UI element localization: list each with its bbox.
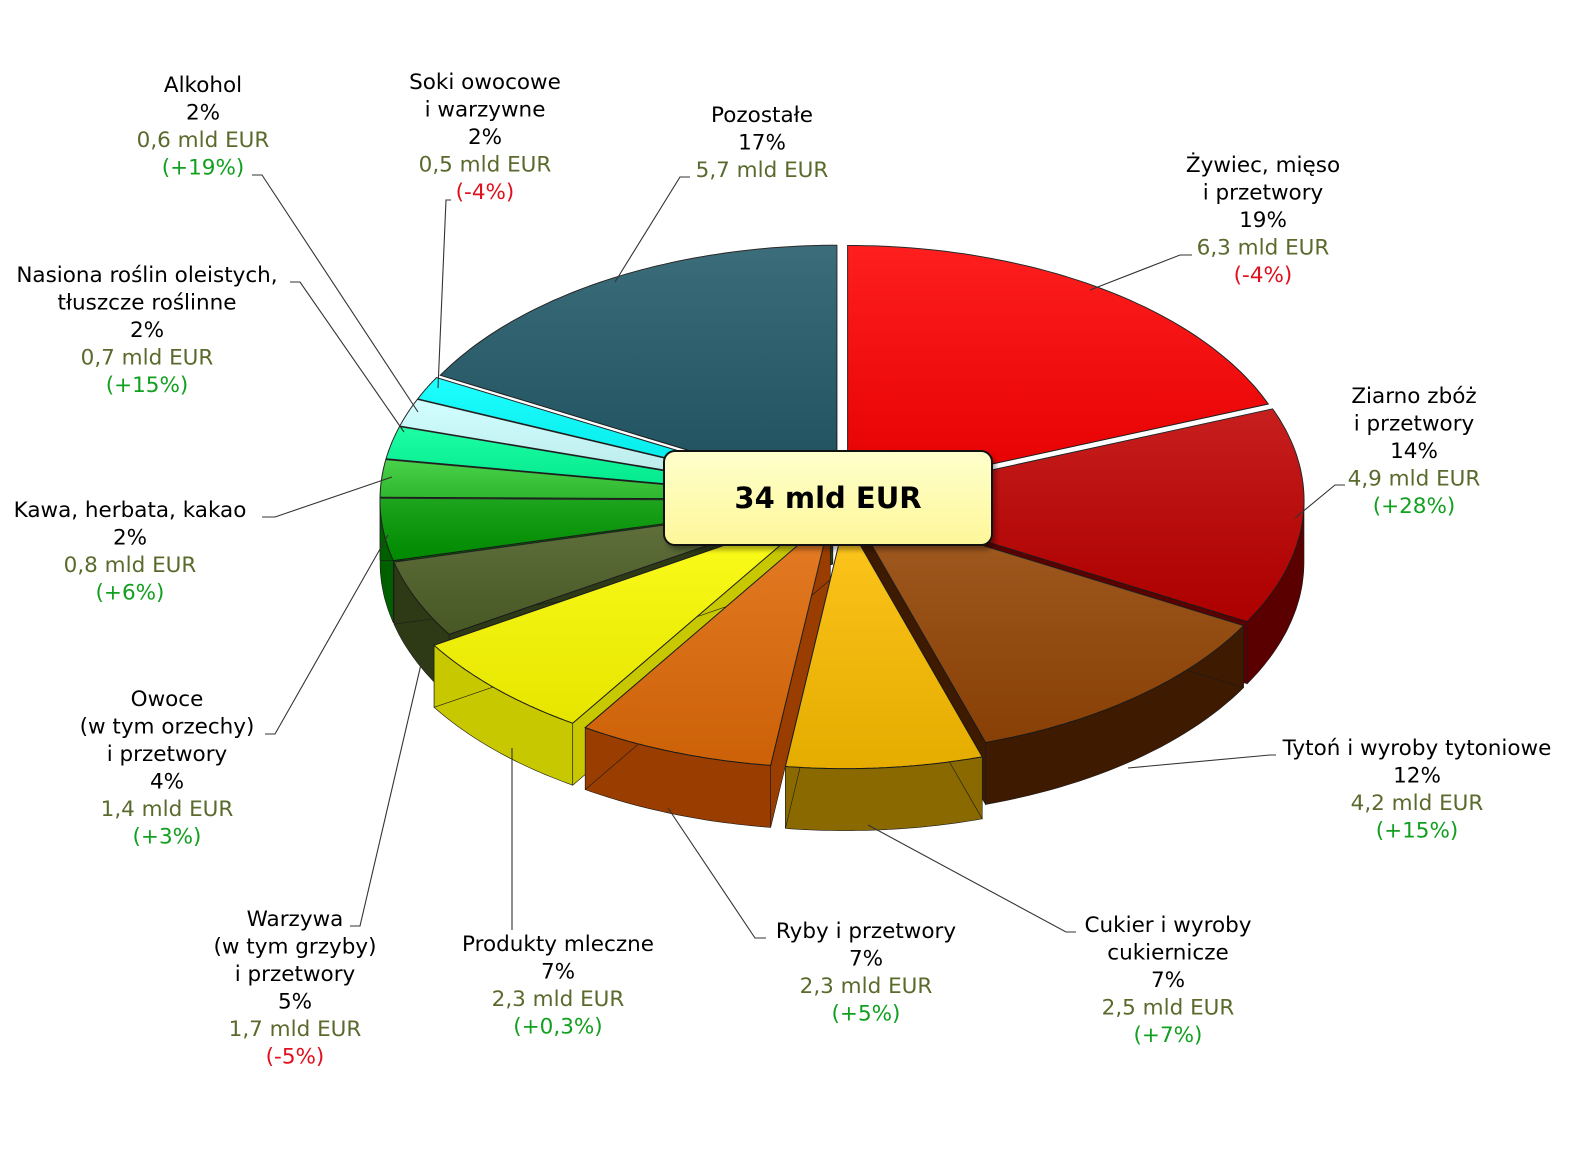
slice-name: i przetwory: [107, 742, 228, 767]
pie-slice-13: [439, 244, 838, 496]
slice-percent: 2%: [468, 125, 502, 150]
slice-value: 5,7 mld EUR: [696, 158, 829, 183]
leader-line-11: [252, 174, 419, 413]
slice-value: 0,8 mld EUR: [64, 553, 197, 578]
slice-change: (+19%): [162, 156, 245, 181]
total-value-label: 34 mld EUR: [734, 481, 922, 515]
slice-name: Owoce: [131, 687, 204, 712]
leader-line-5: [667, 807, 766, 939]
leader-line-10: [290, 281, 405, 433]
slice-name: Tytoń i wyroby tytoniowe: [1282, 736, 1552, 761]
slice-percent: 2%: [113, 526, 147, 551]
slice-value: 2,5 mld EUR: [1102, 996, 1235, 1021]
slice-value: 0,7 mld EUR: [81, 346, 214, 371]
slice-name: i przetwory: [1354, 412, 1475, 437]
pie-slice-1: [847, 245, 1270, 497]
slice-name: Ziarno zbóż: [1351, 384, 1476, 409]
slice-label-10: Nasiona roślin oleistych, tłuszcze roślin…: [16, 263, 277, 398]
leader-line-2: [1294, 484, 1345, 519]
slice-name: Pozostałe: [711, 103, 813, 128]
slice-name: Soki owocowe: [409, 70, 561, 95]
slice-value: 2,3 mld EUR: [800, 974, 933, 999]
slice-percent: 2%: [186, 101, 220, 126]
slice-name: Produkty mleczne: [462, 932, 654, 957]
slice-value: 1,4 mld EUR: [101, 797, 234, 822]
slice-percent: 7%: [541, 960, 575, 985]
slice-percent: 7%: [1151, 968, 1185, 993]
slice-name: Cukier i wyroby: [1085, 913, 1252, 938]
slice-name: Żywiec, mięso: [1186, 152, 1340, 178]
slice-label-9: Kawa, herbata, kakao 2%0,8 mld EUR (+6%): [14, 498, 247, 606]
slice-name: Warzywa: [247, 907, 344, 932]
slice-label-7: Warzywa (w tym grzyby)i przetwory 5%1,7 ml…: [214, 907, 377, 1070]
slice-percent: 19%: [1239, 208, 1287, 233]
slice-change: (+3%): [133, 825, 202, 850]
slice-label-13: Pozostałe 17%5,7 mld EUR: [696, 103, 829, 183]
total-value-box: 34 mld EUR: [663, 450, 993, 546]
slice-value: 6,3 mld EUR: [1197, 236, 1330, 261]
leader-line-9: [262, 476, 393, 518]
slice-name: Nasiona roślin oleistych,: [16, 263, 277, 288]
slice-value: 0,6 mld EUR: [137, 128, 270, 153]
slice-value: 4,9 mld EUR: [1348, 467, 1481, 492]
slice-value: 0,5 mld EUR: [419, 153, 552, 178]
slice-name: cukiernicze: [1107, 941, 1229, 966]
slice-change: (+15%): [106, 373, 189, 398]
slice-change: (+5%): [832, 1002, 901, 1027]
slice-percent: 14%: [1390, 439, 1438, 464]
slice-change: (+7%): [1134, 1023, 1203, 1048]
slice-name: i przetwory: [1203, 181, 1324, 206]
slice-value: 2,3 mld EUR: [492, 987, 625, 1012]
slice-name: Kawa, herbata, kakao: [14, 498, 247, 523]
slice-percent: 12%: [1393, 764, 1441, 789]
slice-change: (+15%): [1376, 819, 1459, 844]
slice-label-3: Tytoń i wyroby tytoniowe 12%4,2 mld EUR (+…: [1282, 736, 1552, 844]
slice-change: (+6%): [96, 581, 165, 606]
pie-slice-5: [584, 516, 832, 828]
slice-change: (-4%): [1234, 263, 1293, 288]
slice-name: (w tym grzyby): [214, 935, 377, 960]
slice-percent: 7%: [849, 947, 883, 972]
slice-label-8: Owoce (w tym orzechy)i przetwory 4%1,4 mld…: [80, 687, 255, 850]
slice-value: 4,2 mld EUR: [1351, 791, 1484, 816]
leader-line-3: [1127, 754, 1276, 769]
slice-value: 1,7 mld EUR: [229, 1017, 362, 1042]
slice-name: Ryby i przetwory: [776, 919, 957, 944]
slice-name: tłuszcze roślinne: [58, 291, 237, 316]
slice-percent: 5%: [278, 990, 312, 1015]
slice-name: Alkohol: [164, 73, 242, 98]
slice-percent: 17%: [738, 131, 786, 156]
leader-line-7: [350, 659, 423, 927]
slice-name: i przetwory: [235, 962, 356, 987]
slice-name: i warzywne: [425, 98, 546, 123]
slice-label-5: Ryby i przetwory 7%2,3 mld EUR (+5%): [776, 919, 957, 1027]
slice-change: (+28%): [1373, 494, 1456, 519]
slice-name: (w tym orzechy): [80, 715, 255, 740]
slice-change: (-5%): [266, 1045, 325, 1070]
slice-percent: 4%: [150, 770, 184, 795]
pie-slice-4: [784, 517, 983, 831]
slice-label-11: Alkohol 2%0,6 mld EUR (+19%): [137, 73, 270, 181]
leader-lines: [252, 174, 1345, 939]
slice-percent: 2%: [130, 318, 164, 343]
leader-line-1: [1089, 254, 1192, 291]
slice-change: (-4%): [456, 180, 515, 205]
slice-change: (+0,3%): [513, 1015, 602, 1040]
leader-line-13: [614, 176, 690, 283]
slice-label-6: Produkty mleczne 7%2,3 mld EUR (+0,3%): [462, 932, 654, 1040]
leader-line-4: [867, 824, 1076, 933]
leader-line-12: [437, 199, 451, 389]
leader-line-8: [265, 534, 389, 735]
